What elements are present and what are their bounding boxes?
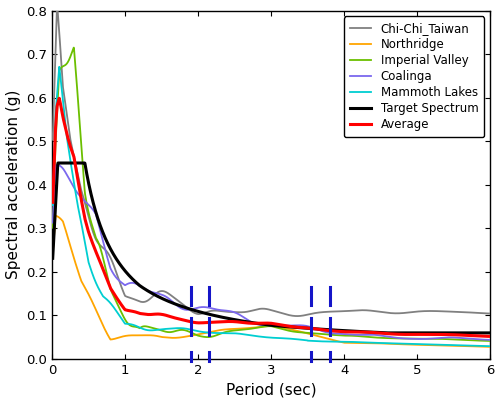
Chi-Chi_Taiwan	[262, 306, 268, 311]
Chi-Chi_Taiwan	[475, 311, 481, 316]
Target Spectrum	[55, 160, 61, 165]
Northridge	[53, 213, 59, 218]
Chi-Chi_Taiwan	[251, 307, 257, 312]
Northridge	[72, 260, 78, 265]
Average	[56, 96, 62, 101]
Line: Mammoth Lakes: Mammoth Lakes	[52, 67, 490, 346]
Imperial Valley	[475, 338, 481, 343]
Mammoth Lakes	[394, 341, 400, 346]
Mammoth Lakes	[50, 203, 56, 208]
Imperial Valley	[474, 338, 480, 343]
Coalinga	[474, 337, 480, 342]
Line: Imperial Valley: Imperial Valley	[52, 48, 490, 341]
Line: Northridge: Northridge	[52, 216, 490, 347]
Average	[488, 334, 494, 339]
Target Spectrum	[50, 256, 56, 261]
Chi-Chi_Taiwan	[72, 160, 78, 165]
Average	[262, 321, 268, 326]
Mammoth Lakes	[475, 343, 481, 348]
Coalinga	[394, 335, 400, 340]
Chi-Chi_Taiwan	[475, 311, 481, 316]
Mammoth Lakes	[262, 335, 268, 340]
Target Spectrum	[384, 330, 390, 335]
Imperial Valley	[72, 62, 78, 66]
Target Spectrum	[251, 320, 257, 325]
Chi-Chi_Taiwan	[294, 314, 300, 318]
Chi-Chi_Taiwan	[54, 2, 60, 6]
Average	[72, 162, 78, 167]
Northridge	[262, 324, 268, 329]
Line: Average: Average	[52, 98, 490, 337]
Y-axis label: Spectral acceleration (g): Spectral acceleration (g)	[6, 90, 20, 279]
Chi-Chi_Taiwan	[50, 137, 56, 142]
Coalinga	[488, 338, 494, 343]
Target Spectrum	[488, 330, 494, 335]
Line: Target Spectrum: Target Spectrum	[52, 163, 490, 333]
Average	[474, 334, 480, 339]
Mammoth Lakes	[56, 64, 62, 69]
Northridge	[50, 251, 56, 256]
Imperial Valley	[50, 225, 56, 230]
Target Spectrum	[72, 160, 78, 165]
Chi-Chi_Taiwan	[394, 311, 400, 316]
Mammoth Lakes	[488, 344, 494, 349]
Imperial Valley	[251, 326, 257, 330]
Mammoth Lakes	[251, 333, 257, 338]
Northridge	[251, 325, 257, 330]
Northridge	[474, 344, 480, 349]
Imperial Valley	[262, 324, 268, 329]
Average	[394, 332, 400, 337]
Coalinga	[251, 321, 257, 326]
X-axis label: Period (sec): Period (sec)	[226, 382, 316, 397]
Northridge	[475, 344, 481, 349]
Target Spectrum	[475, 330, 481, 335]
Chi-Chi_Taiwan	[488, 311, 494, 316]
Mammoth Lakes	[474, 343, 480, 348]
Average	[475, 334, 481, 339]
Average	[251, 321, 257, 326]
Imperial Valley	[394, 336, 400, 341]
Coalinga	[262, 323, 268, 328]
Coalinga	[475, 337, 481, 342]
Imperial Valley	[70, 45, 76, 50]
Line: Coalinga: Coalinga	[52, 165, 490, 340]
Northridge	[394, 342, 400, 347]
Target Spectrum	[262, 322, 268, 327]
Coalinga	[54, 163, 60, 168]
Imperial Valley	[488, 339, 494, 343]
Coalinga	[50, 220, 56, 225]
Coalinga	[72, 187, 78, 192]
Line: Chi-Chi_Taiwan: Chi-Chi_Taiwan	[52, 4, 490, 316]
Northridge	[488, 345, 494, 349]
Mammoth Lakes	[72, 188, 78, 193]
Target Spectrum	[394, 330, 400, 335]
Average	[50, 200, 56, 205]
Target Spectrum	[475, 330, 481, 335]
Legend: Chi-Chi_Taiwan, Northridge, Imperial Valley, Coalinga, Mammoth Lakes, Target Spe: Chi-Chi_Taiwan, Northridge, Imperial Val…	[344, 17, 484, 137]
